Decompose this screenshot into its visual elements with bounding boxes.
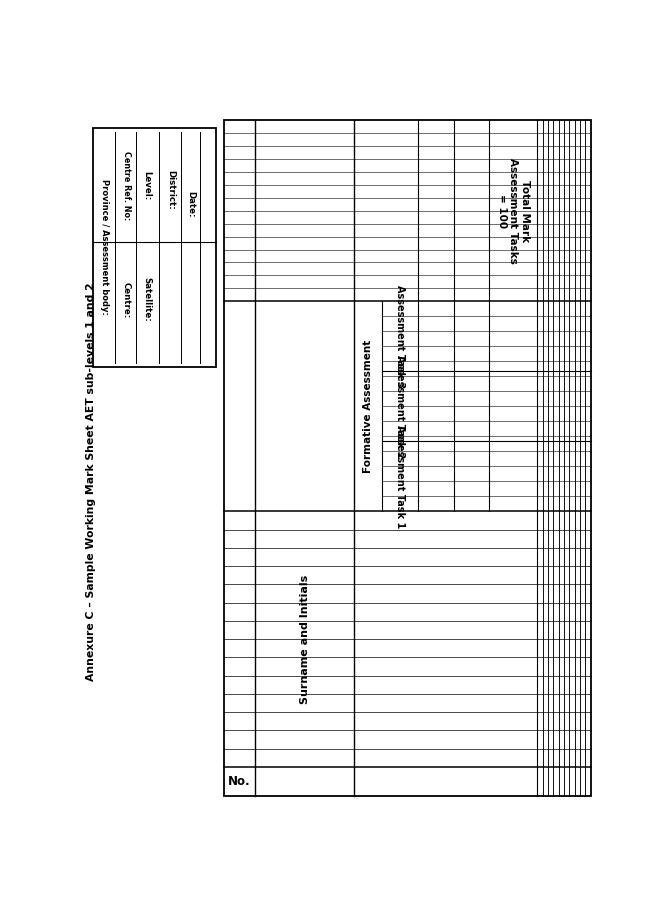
Text: No.: No. [228, 775, 251, 788]
Text: Province / Assessment body:: Province / Assessment body: [100, 179, 108, 315]
Text: Annexure C – Sample Working Mark Sheet AET sub-levels 1 and 2: Annexure C – Sample Working Mark Sheet A… [86, 282, 96, 681]
Text: Assessment Task 3: Assessment Task 3 [395, 285, 405, 388]
Text: District:: District: [166, 170, 175, 210]
Text: Surname and Initials: Surname and Initials [300, 575, 310, 704]
Text: Level:: Level: [142, 170, 152, 200]
Text: Formative Assessment: Formative Assessment [363, 339, 373, 473]
Text: Satellite:: Satellite: [142, 277, 152, 322]
Text: Date:: Date: [187, 191, 196, 217]
Text: Centre:: Centre: [122, 281, 131, 318]
Text: Centre Ref. No:: Centre Ref. No: [122, 150, 131, 220]
Text: Total Mark
Assessment Tasks
= 100: Total Mark Assessment Tasks = 100 [497, 157, 530, 263]
Bar [93, 128, 215, 367]
Bar [224, 120, 591, 796]
Text: Assessment Task 1: Assessment Task 1 [395, 424, 405, 528]
Text: Assessment Task 2: Assessment Task 2 [395, 355, 405, 458]
